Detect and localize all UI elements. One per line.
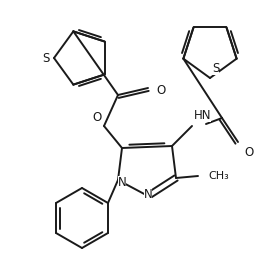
- Text: N: N: [144, 187, 152, 200]
- Text: O: O: [244, 146, 253, 159]
- Text: O: O: [93, 111, 102, 124]
- Text: O: O: [156, 84, 165, 97]
- Text: S: S: [43, 51, 50, 64]
- Text: HN: HN: [194, 109, 211, 122]
- Text: S: S: [212, 62, 219, 75]
- Text: CH₃: CH₃: [208, 171, 229, 181]
- Text: N: N: [118, 175, 126, 188]
